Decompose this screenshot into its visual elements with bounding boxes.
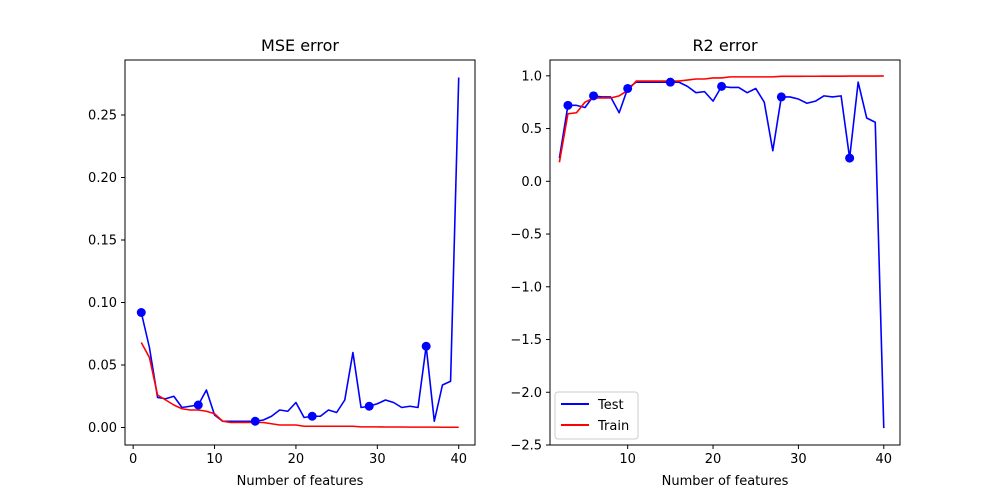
r2-test-marker [563,100,573,110]
r2-plot-area [558,75,885,429]
mse-x-tick-label: 0 [129,452,137,467]
r2-test-marker [845,153,855,163]
r2-y-tick-label: 0.0 [521,175,542,190]
r2-y-tick-label: −2.0 [510,386,542,401]
r2-y-tick-label: −1.5 [510,333,542,348]
mse-test-marker [421,341,431,351]
mse-panel: MSE error Number of features 0 10 20 30 40 0.… [88,36,476,489]
r2-test-marker [623,83,633,93]
r2-test-marker [776,92,786,102]
r2-y-tick-label: 1.0 [521,69,542,84]
mse-x-tick-label: 40 [450,452,467,467]
r2-title: R2 error [692,36,758,55]
r2-x-tick-label: 20 [705,452,722,467]
mse-axes-frame [124,59,476,446]
mse-title: MSE error [261,36,339,55]
mse-y-tick-label: 0.15 [88,234,117,249]
mse-x-tick-label: 20 [288,452,305,467]
r2-train-line [558,75,884,163]
r2-y-tick-label: −1.0 [510,280,542,295]
r2-panel: R2 error Number of features Test Train 1… [510,36,901,489]
r2-x-tick-label: 10 [619,452,636,467]
mse-x-tick-label: 30 [369,452,386,467]
r2-axes-frame [549,59,901,446]
mse-test-marker [307,411,317,421]
mse-train-line [140,342,459,429]
mse-y-tick-label: 0.10 [88,296,117,311]
r2-test-marker [589,91,599,101]
mse-x-tick-label: 10 [206,452,223,467]
legend-test-label: Test [597,398,624,413]
mse-plot-area [136,77,460,429]
r2-x-tick-label: 40 [876,452,893,467]
r2-test-marker [717,81,727,91]
mse-test-marker [364,401,374,411]
legend-train-label: Train [597,419,629,434]
r2-y-tick-label: −2.5 [510,439,542,454]
mse-y-tick-label: 0.20 [88,171,117,186]
r2-y-tick-label: 0.5 [521,122,542,137]
mse-y-tick-label: 0.00 [88,421,117,436]
mse-y-tick-label: 0.05 [88,359,117,374]
mse-test-marker [250,416,260,426]
r2-test-marker [665,77,675,87]
r2-x-tick-label: 30 [790,452,807,467]
r2-legend: Test Train [554,391,639,440]
mse-x-axis-label: Number of features [237,474,364,489]
r2-x-axis-label: Number of features [662,474,789,489]
mse-test-marker [193,400,203,410]
mse-test-marker [136,308,146,317]
mse-y-tick-label: 0.25 [88,109,117,124]
r2-y-tick-label: −0.5 [510,228,542,243]
